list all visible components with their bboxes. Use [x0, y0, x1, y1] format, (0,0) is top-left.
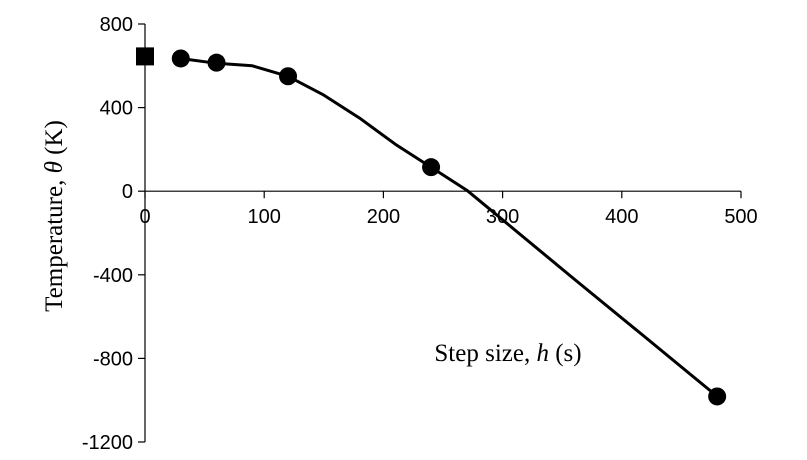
- x-axis-title-prefix: Step size,: [434, 340, 536, 367]
- data-point-circle: [171, 49, 190, 68]
- axes: [138, 23, 742, 443]
- x-tick-label: 200: [367, 206, 400, 228]
- y-tick-label: 0: [122, 181, 133, 203]
- y-tick-label: -1200: [82, 432, 133, 454]
- x-tick-label: 0: [139, 206, 150, 228]
- y-axis-title-prefix: Temperature,: [41, 173, 68, 311]
- y-axis-title-unit: (K): [41, 120, 68, 161]
- x-axis-title-var: h: [536, 340, 549, 367]
- x-tick-label: 300: [486, 206, 519, 228]
- data-point-circle: [422, 158, 441, 177]
- y-axis-title: Temperature, θ (K): [41, 120, 68, 312]
- x-tick-label: 400: [605, 206, 638, 228]
- x-axis-title: Step size, h (s): [434, 340, 581, 367]
- curve-layer: [180, 57, 719, 398]
- series-line: [180, 57, 719, 398]
- y-tick-label: -400: [93, 265, 133, 287]
- markers: [136, 47, 727, 406]
- y-tick-label: -800: [93, 348, 133, 370]
- tick-labels: 800 400 0 -400 -800 -1200 0 100 200 300 400 500: [82, 14, 758, 454]
- data-point-square: [136, 47, 154, 66]
- y-axis-title-var: θ: [41, 161, 68, 173]
- data-point-circle: [207, 53, 226, 72]
- y-tick-label: 400: [100, 98, 133, 120]
- data-point-circle: [279, 67, 298, 86]
- y-tick-label: 800: [100, 14, 133, 36]
- x-axis-title-unit: (s): [549, 340, 582, 367]
- x-tick-label: 100: [248, 206, 281, 228]
- x-tick-label: 500: [724, 206, 757, 228]
- data-point-circle: [708, 387, 727, 406]
